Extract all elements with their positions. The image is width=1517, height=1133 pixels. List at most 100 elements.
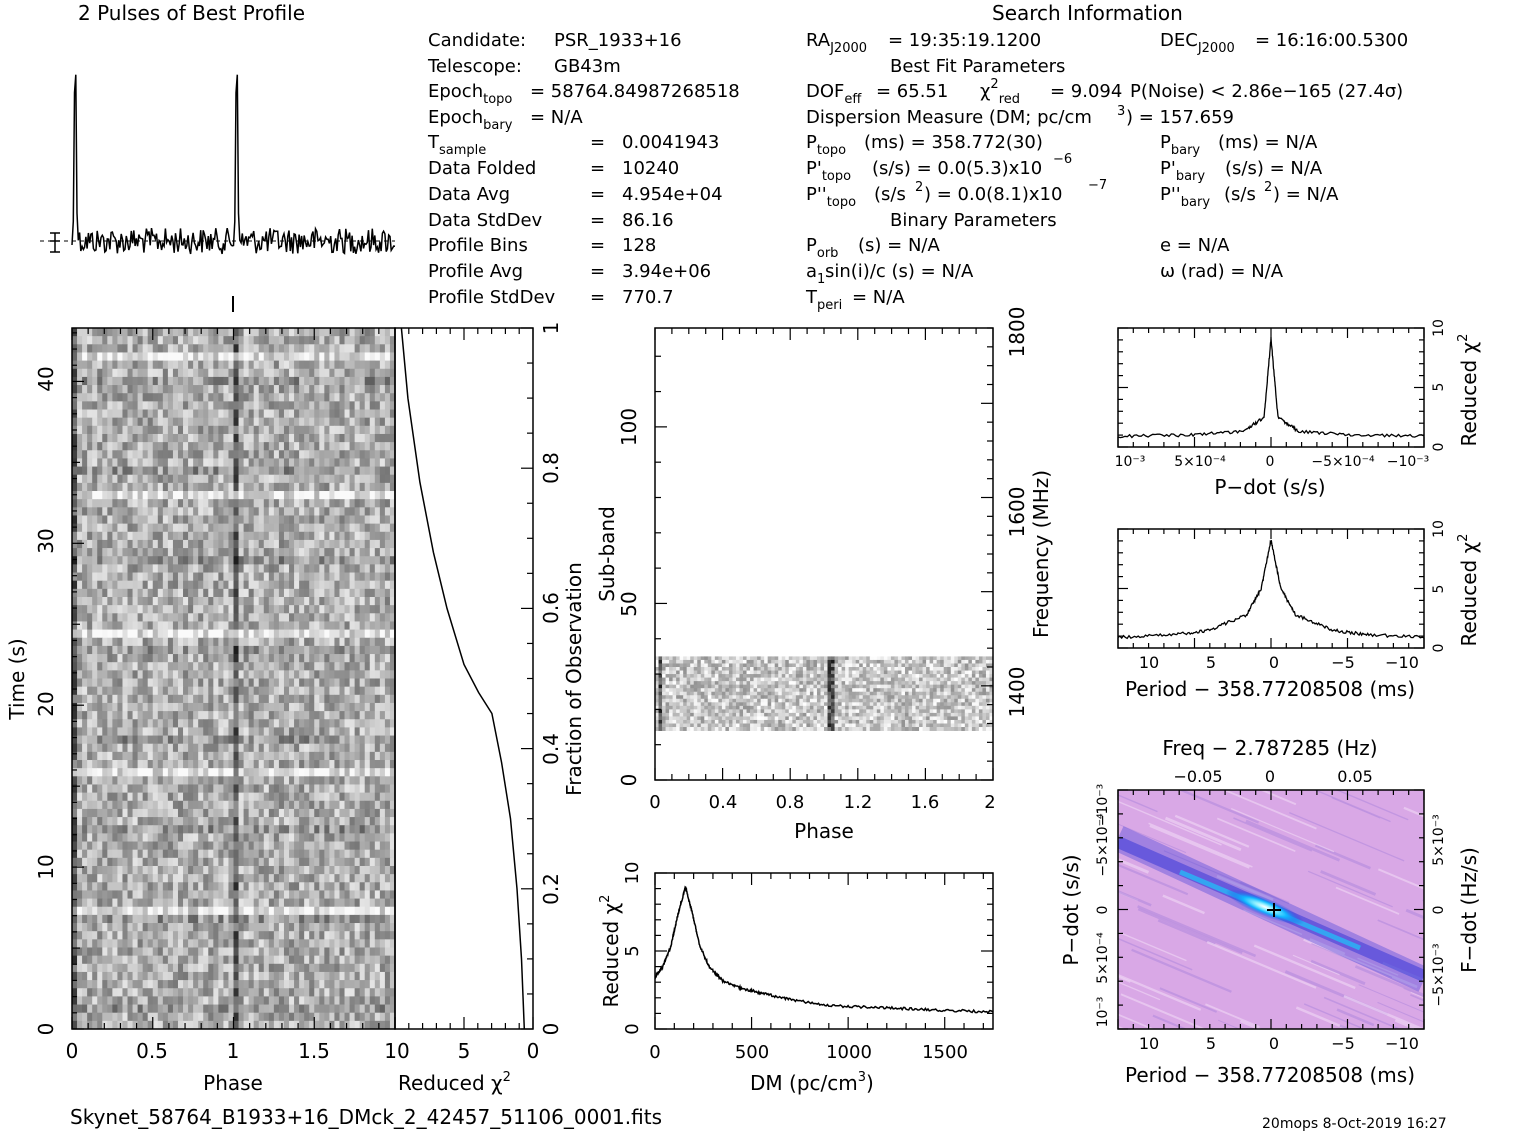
time-phase-cell	[107, 523, 113, 533]
time-phase-cell	[374, 694, 381, 704]
time-phase-cell	[278, 360, 285, 370]
time-phase-cell	[258, 637, 265, 647]
time-phase-cell	[263, 890, 270, 899]
time-phase-cell	[117, 499, 123, 508]
time-phase-cell	[82, 368, 88, 378]
time-phase-cell	[253, 491, 260, 500]
time-phase-cell	[188, 548, 194, 557]
time-phase-cell	[263, 393, 270, 402]
time-phase-cell	[304, 523, 310, 533]
time-phase-cell	[294, 572, 300, 582]
time-phase-cell	[299, 433, 305, 443]
time-phase-cell	[203, 735, 209, 745]
time-phase-cell	[188, 800, 194, 810]
time-phase-cell	[147, 564, 154, 573]
time-phase-cell	[203, 662, 209, 671]
time-phase-cell	[223, 328, 229, 337]
time-phase-cell	[198, 751, 204, 761]
time-phase-cell	[117, 857, 123, 867]
time-phase-cell	[177, 507, 184, 516]
time-phase-cell	[147, 743, 154, 753]
time-phase-cell	[304, 425, 310, 435]
time-phase-cell	[344, 621, 350, 630]
time-phase-cell	[253, 393, 260, 402]
time-phase-cell	[177, 865, 184, 875]
time-phase-cell	[218, 914, 224, 924]
time-phase-cell	[122, 499, 128, 508]
time-phase-cell	[389, 686, 396, 696]
time-phase-cell	[147, 499, 154, 508]
time-phase-cell	[389, 368, 396, 378]
time-phase-cell	[167, 719, 174, 728]
time-phase-cell	[324, 760, 330, 769]
time-phase-cell	[258, 768, 265, 777]
time-phase-cell	[248, 947, 255, 957]
time-phase-cell	[147, 458, 154, 467]
time-phase-cell	[324, 939, 330, 948]
time-phase-cell	[127, 580, 133, 590]
time-phase-cell	[137, 662, 144, 671]
time-phase-cell	[289, 841, 295, 851]
time-phase-cell	[258, 670, 265, 679]
time-phase-cell	[218, 482, 224, 492]
time-phase-cell	[268, 784, 275, 794]
time-phase-cell	[349, 466, 356, 476]
time-phase-cell	[193, 645, 199, 655]
time-phase-cell	[364, 328, 371, 337]
time-phase-cell	[193, 865, 199, 875]
time-phase-cell	[268, 466, 275, 476]
time-phase-cell	[157, 629, 164, 639]
time-phase-cell	[107, 654, 113, 663]
time-phase-cell	[218, 857, 224, 867]
time-phase-cell	[273, 637, 280, 647]
time-phase-cell	[263, 939, 270, 948]
time-phase-cell	[142, 580, 149, 590]
profile-plot	[40, 74, 396, 312]
time-phase-cell	[253, 368, 260, 378]
time-phase-cell	[82, 482, 88, 492]
time-phase-cell	[188, 531, 194, 541]
time-phase-cell	[223, 360, 229, 370]
time-phase-cell	[364, 605, 371, 614]
time-phase-cell	[172, 792, 179, 802]
time-phase-cell	[243, 727, 250, 736]
time-phase-cell	[228, 947, 234, 957]
time-phase-cell	[354, 442, 361, 451]
time-phase-cell	[389, 914, 396, 924]
time-phase-cell	[309, 768, 315, 777]
time-phase-cell	[112, 686, 118, 696]
time-phase-cell	[289, 491, 295, 500]
time-phase-cell	[258, 385, 265, 394]
time-phase-cell	[228, 466, 234, 476]
time-phase-cell	[304, 409, 310, 419]
time-phase-cell	[233, 523, 239, 533]
time-phase-cell	[92, 792, 98, 802]
time-phase-cell	[379, 743, 386, 753]
time-phase-cell	[283, 466, 290, 476]
time-phase-cell	[167, 548, 174, 557]
time-phase-cell	[329, 531, 335, 541]
time-phase-cell	[198, 898, 204, 908]
time-phase-cell	[137, 890, 144, 899]
time-phase-cell	[314, 768, 320, 777]
time-phase-cell	[248, 417, 255, 427]
time-phase-cell	[324, 637, 330, 647]
time-phase-cell	[82, 874, 88, 883]
time-phase-cell	[82, 662, 88, 671]
time-phase-cell	[142, 491, 149, 500]
time-phase-cell	[334, 433, 340, 443]
time-phase-cell	[253, 621, 260, 630]
time-phase-cell	[324, 450, 330, 459]
time-phase-cell	[369, 702, 376, 712]
time-phase-cell	[278, 344, 285, 353]
time-phase-cell	[167, 825, 174, 834]
time-phase-cell	[87, 507, 93, 516]
time-phase-cell	[364, 776, 371, 785]
time-phase-cell	[263, 596, 270, 606]
time-phase-cell	[203, 425, 209, 435]
time-phase-cell	[193, 360, 199, 370]
time-phase-cell	[369, 425, 376, 435]
time-phase-cell	[324, 833, 330, 842]
time-phase-cell	[329, 637, 335, 647]
time-phase-cell	[122, 466, 128, 476]
